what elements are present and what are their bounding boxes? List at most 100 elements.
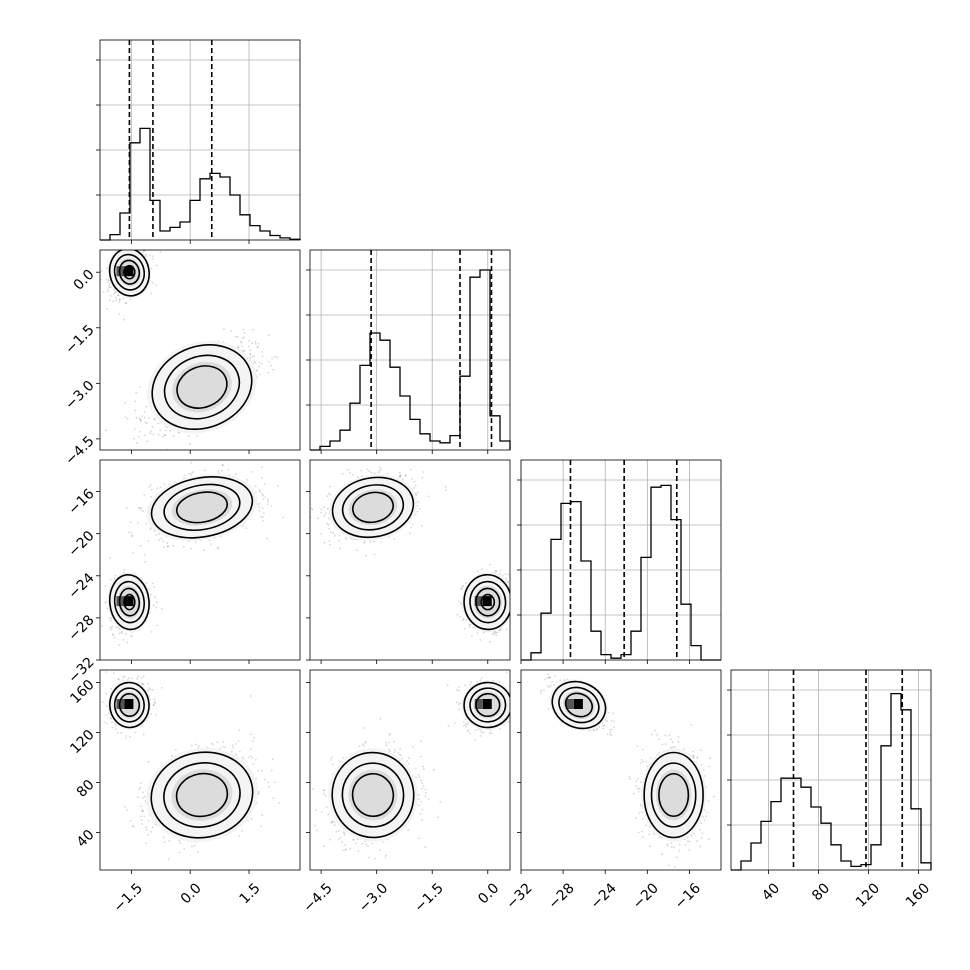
sample-point [495,570,498,572]
sample-point [505,628,508,631]
sample-point [471,635,473,637]
sample-point [326,507,329,510]
sample-point [505,577,507,580]
sample-point [144,421,147,424]
sample-point [345,538,347,540]
sample-point [338,534,341,537]
sample-point [148,486,151,488]
sample-point [352,538,355,541]
sample-point [150,593,153,596]
sample-point [465,582,467,585]
sample-point [230,329,233,332]
sample-point [128,246,130,248]
sample-point [310,507,313,510]
sample-point [139,509,142,511]
sample-point [151,257,154,260]
sample-point [124,402,127,404]
sample-point [159,251,162,253]
contour-line [151,344,253,431]
panel-frame [99,249,301,451]
sample-point [511,599,513,601]
sample-point [105,278,108,281]
sample-point [310,500,312,502]
sample-point [241,337,244,340]
sample-point [130,635,132,637]
sample-point [468,623,471,626]
sample-point [122,245,124,247]
sample-point [139,246,141,248]
sample-point [240,340,242,343]
sample-point [157,433,160,436]
sample-point [108,617,111,620]
sample-point [134,409,137,412]
sample-point [515,602,517,604]
contour-line [163,354,241,420]
sample-point [194,541,197,544]
sample-point [414,484,417,487]
sample-point [114,574,117,577]
sample-point [136,242,138,244]
sample-point [252,328,254,331]
sample-point [399,474,401,477]
sample-point [135,416,138,419]
sample-point [138,417,140,420]
sample-point [271,357,273,360]
sample-point [114,291,117,294]
sample-point [156,487,159,490]
sample-point [495,634,498,637]
sample-point [144,561,146,563]
sample-point [125,302,128,304]
sample-point [107,288,109,291]
sample-point [158,533,160,536]
contour-line [150,476,254,539]
sample-point [458,600,460,603]
sample-point [356,549,358,551]
sample-point [126,641,129,644]
sample-point [495,570,497,572]
sample-point [131,534,134,537]
sample-point [123,568,126,571]
sample-point [223,328,225,330]
sample-point [493,571,496,574]
sample-point [327,523,330,526]
sample-point [262,516,264,518]
density-peak-cell [124,596,134,607]
sample-point [172,435,175,437]
sample-point [360,469,363,472]
sample-point [272,368,275,371]
sample-point [124,236,126,238]
contour-line [163,483,241,531]
sample-point [154,418,156,421]
sample-point [256,369,259,372]
sample-point [251,355,254,358]
sample-point [261,492,264,495]
sample-point [150,495,153,498]
sample-point [122,297,125,300]
sample-point [106,308,109,310]
sample-point [119,298,121,301]
sample-point [118,301,121,303]
sample-point [188,472,190,475]
sample-point [117,294,119,297]
sample-point [418,507,421,510]
sample-point [132,243,134,245]
sample-point [157,422,160,425]
sample-point [149,432,152,435]
sample-point [261,466,263,469]
sample-point [411,523,414,525]
sample-point [120,631,123,634]
sample-point [351,474,354,476]
panel-frame [99,459,301,661]
sample-point [479,639,482,641]
sample-point [405,474,407,476]
sample-point [256,503,259,505]
sample-point [242,328,245,331]
sample-point [104,602,107,604]
sample-point [94,271,96,273]
sample-point [243,336,246,338]
sample-point [373,553,376,556]
sample-point [482,631,485,634]
sample-point [513,582,515,584]
sample-point [134,400,137,403]
density-core [172,361,232,413]
